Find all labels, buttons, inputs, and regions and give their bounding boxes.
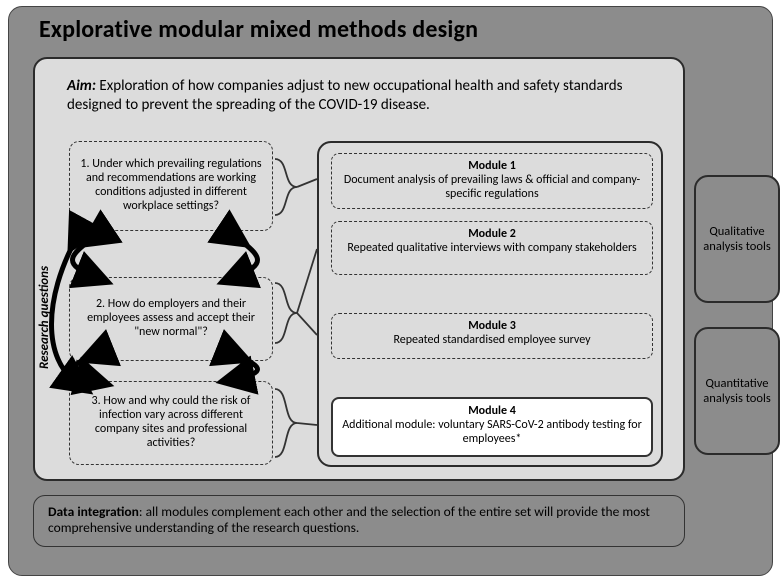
module-3: Module 3 Repeated standardised employee … <box>331 313 653 359</box>
module-2: Module 2 Repeated qualitative interviews… <box>331 221 653 275</box>
module-3-text: Repeated standardised employee survey <box>393 333 590 347</box>
qualitative-tools-box: Qualitative analysis tools <box>694 175 780 303</box>
aim-block: Aim: Exploration of how companies adjust… <box>67 77 657 115</box>
data-integration-box: Data integration: all modules complement… <box>33 495 685 547</box>
aim-text: Exploration of how companies adjust to n… <box>67 77 622 114</box>
research-question-1: 1. Under which prevailing regulations an… <box>69 141 273 231</box>
module-4: Module 4 Additional module: voluntary SA… <box>331 397 653 457</box>
module-3-title: Module 3 <box>340 320 644 334</box>
module-2-title: Module 2 <box>340 228 644 242</box>
outer-panel: Explorative modular mixed methods design… <box>8 6 773 576</box>
module-2-text: Repeated qualitative interviews with com… <box>347 241 636 255</box>
module-1-title: Module 1 <box>340 160 644 174</box>
module-4-title: Module 4 <box>341 405 643 419</box>
aim-label: Aim: <box>67 77 96 95</box>
page-title: Explorative modular mixed methods design <box>39 15 478 44</box>
module-4-text: Additional module: voluntary SARS-CoV-2 … <box>342 418 642 446</box>
data-integration-label: Data integration <box>48 503 139 520</box>
research-question-2: 2. How do employers and their employees … <box>69 277 273 361</box>
main-box: Aim: Exploration of how companies adjust… <box>33 57 685 481</box>
data-integration-text: : all modules complement each other and … <box>48 503 650 536</box>
module-1: Module 1 Document analysis of prevailing… <box>331 153 653 209</box>
quantitative-tools-box: Quantitative analysis tools <box>694 327 780 455</box>
research-question-3: 3. How and why could the risk of infecti… <box>69 381 273 465</box>
module-1-text: Document analysis of prevailing laws & o… <box>344 173 640 201</box>
modules-container: Module 1 Document analysis of prevailing… <box>317 141 663 467</box>
research-questions-label: Research questions <box>37 353 52 369</box>
